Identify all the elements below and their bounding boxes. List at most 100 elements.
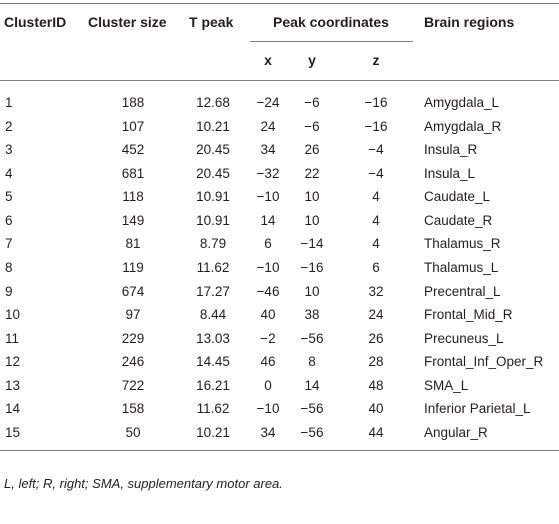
cell: 48 <box>368 377 384 393</box>
cell: −46 <box>256 283 280 299</box>
column-header: T peak <box>189 14 234 30</box>
cell: 10.21 <box>196 118 230 134</box>
cell: Insula_L <box>424 165 476 181</box>
cell: Caudate_R <box>424 212 493 228</box>
cell: 681 <box>121 165 145 181</box>
cell: 13.03 <box>196 330 230 346</box>
cell: Inferior Parietal_L <box>424 401 531 417</box>
cell: 0 <box>264 377 272 393</box>
cell: Amygdala_L <box>424 95 500 110</box>
cell: Insula_R <box>424 142 478 158</box>
cell: −6 <box>304 95 320 110</box>
cell: 722 <box>121 377 145 393</box>
cell: −16 <box>364 118 388 134</box>
cell: 8.79 <box>199 236 227 252</box>
column-header: ClusterID <box>4 14 67 30</box>
cell: 26 <box>304 142 320 158</box>
top-rule <box>0 3 559 4</box>
cell: 17.27 <box>196 283 230 299</box>
cell: Angular_R <box>424 425 488 440</box>
cell: −2 <box>260 330 276 346</box>
column-header: Brain regions <box>424 14 515 30</box>
cell: 20.45 <box>196 165 230 181</box>
cell: −16 <box>364 95 388 110</box>
cell: Precuneus_L <box>424 330 504 346</box>
cell: −56 <box>300 330 324 346</box>
cell: Caudate_L <box>424 189 491 205</box>
cell: 46 <box>260 354 276 370</box>
cell: −32 <box>256 165 280 181</box>
cell: 6 <box>372 260 380 275</box>
cell: 118 <box>122 189 144 205</box>
cell: 452 <box>121 142 145 158</box>
cell: 10 <box>304 283 320 299</box>
cell: 6 <box>5 212 13 228</box>
cell: 4 <box>372 236 380 252</box>
cell: −56 <box>300 401 324 417</box>
cell: SMA_L <box>424 377 469 393</box>
column-header: Cluster size <box>88 14 167 30</box>
cell: 15 <box>5 425 21 440</box>
cell: 24 <box>368 307 384 323</box>
cell: 107 <box>121 118 145 134</box>
cell: 44 <box>368 425 384 440</box>
cell: 10.91 <box>196 212 230 228</box>
cell: 119 <box>122 260 144 275</box>
subcolumn-header: z <box>372 52 380 68</box>
cell: 4 <box>372 189 380 205</box>
cell: 16.21 <box>196 377 230 393</box>
cell: −56 <box>300 425 324 440</box>
column-header: Peak coordinates <box>273 14 389 30</box>
subcolumn-header: y <box>308 52 316 68</box>
cell: 38 <box>304 307 320 323</box>
cell: Thalamus_L <box>424 260 499 275</box>
cell: −4 <box>368 165 384 181</box>
cell: 229 <box>121 330 145 346</box>
cell: 674 <box>121 283 145 299</box>
cell: 40 <box>368 401 384 417</box>
cell: 11 <box>5 330 20 346</box>
cell: 5 <box>5 189 13 205</box>
cell: 6 <box>264 236 272 252</box>
cell: 14 <box>260 212 276 228</box>
cell: 14 <box>5 401 21 417</box>
cell: 8 <box>308 354 316 370</box>
cell: −10 <box>256 260 280 275</box>
cell: 22 <box>304 165 320 181</box>
cell: 3 <box>5 142 13 158</box>
cell: Thalamus_R <box>424 236 501 252</box>
cell: 11.62 <box>196 401 230 417</box>
cell: 12.68 <box>196 95 230 110</box>
group-rule <box>250 41 413 42</box>
cell: 10.21 <box>196 425 230 440</box>
cell: 8 <box>5 260 13 275</box>
cell: 9 <box>5 283 13 299</box>
cell: 10 <box>304 212 320 228</box>
cell: −14 <box>300 236 324 252</box>
cell: 32 <box>368 283 384 299</box>
cell: Amygdala_R <box>424 118 502 134</box>
cell: 149 <box>121 212 145 228</box>
cell: 1 <box>5 95 13 110</box>
cell: 50 <box>125 425 141 440</box>
cell: 10 <box>304 189 320 205</box>
cell: Frontal_Inf_Oper_R <box>424 354 544 370</box>
cell: −6 <box>304 118 320 134</box>
cell: 34 <box>260 425 276 440</box>
cell: 40 <box>260 307 276 323</box>
cell: 26 <box>368 330 384 346</box>
cell: −16 <box>300 260 324 275</box>
cell: 12 <box>5 354 21 370</box>
cell: 24 <box>260 118 276 134</box>
cell: Frontal_Mid_R <box>424 307 513 323</box>
cell: Precentral_L <box>424 283 501 299</box>
cell: 4 <box>5 165 13 181</box>
cell: −10 <box>256 401 280 417</box>
cell: 11.62 <box>196 260 230 275</box>
header-rule <box>0 80 559 81</box>
cell: 34 <box>260 142 276 158</box>
cell: −10 <box>256 189 280 205</box>
cell: 81 <box>125 236 141 252</box>
cell: 2 <box>5 118 13 134</box>
